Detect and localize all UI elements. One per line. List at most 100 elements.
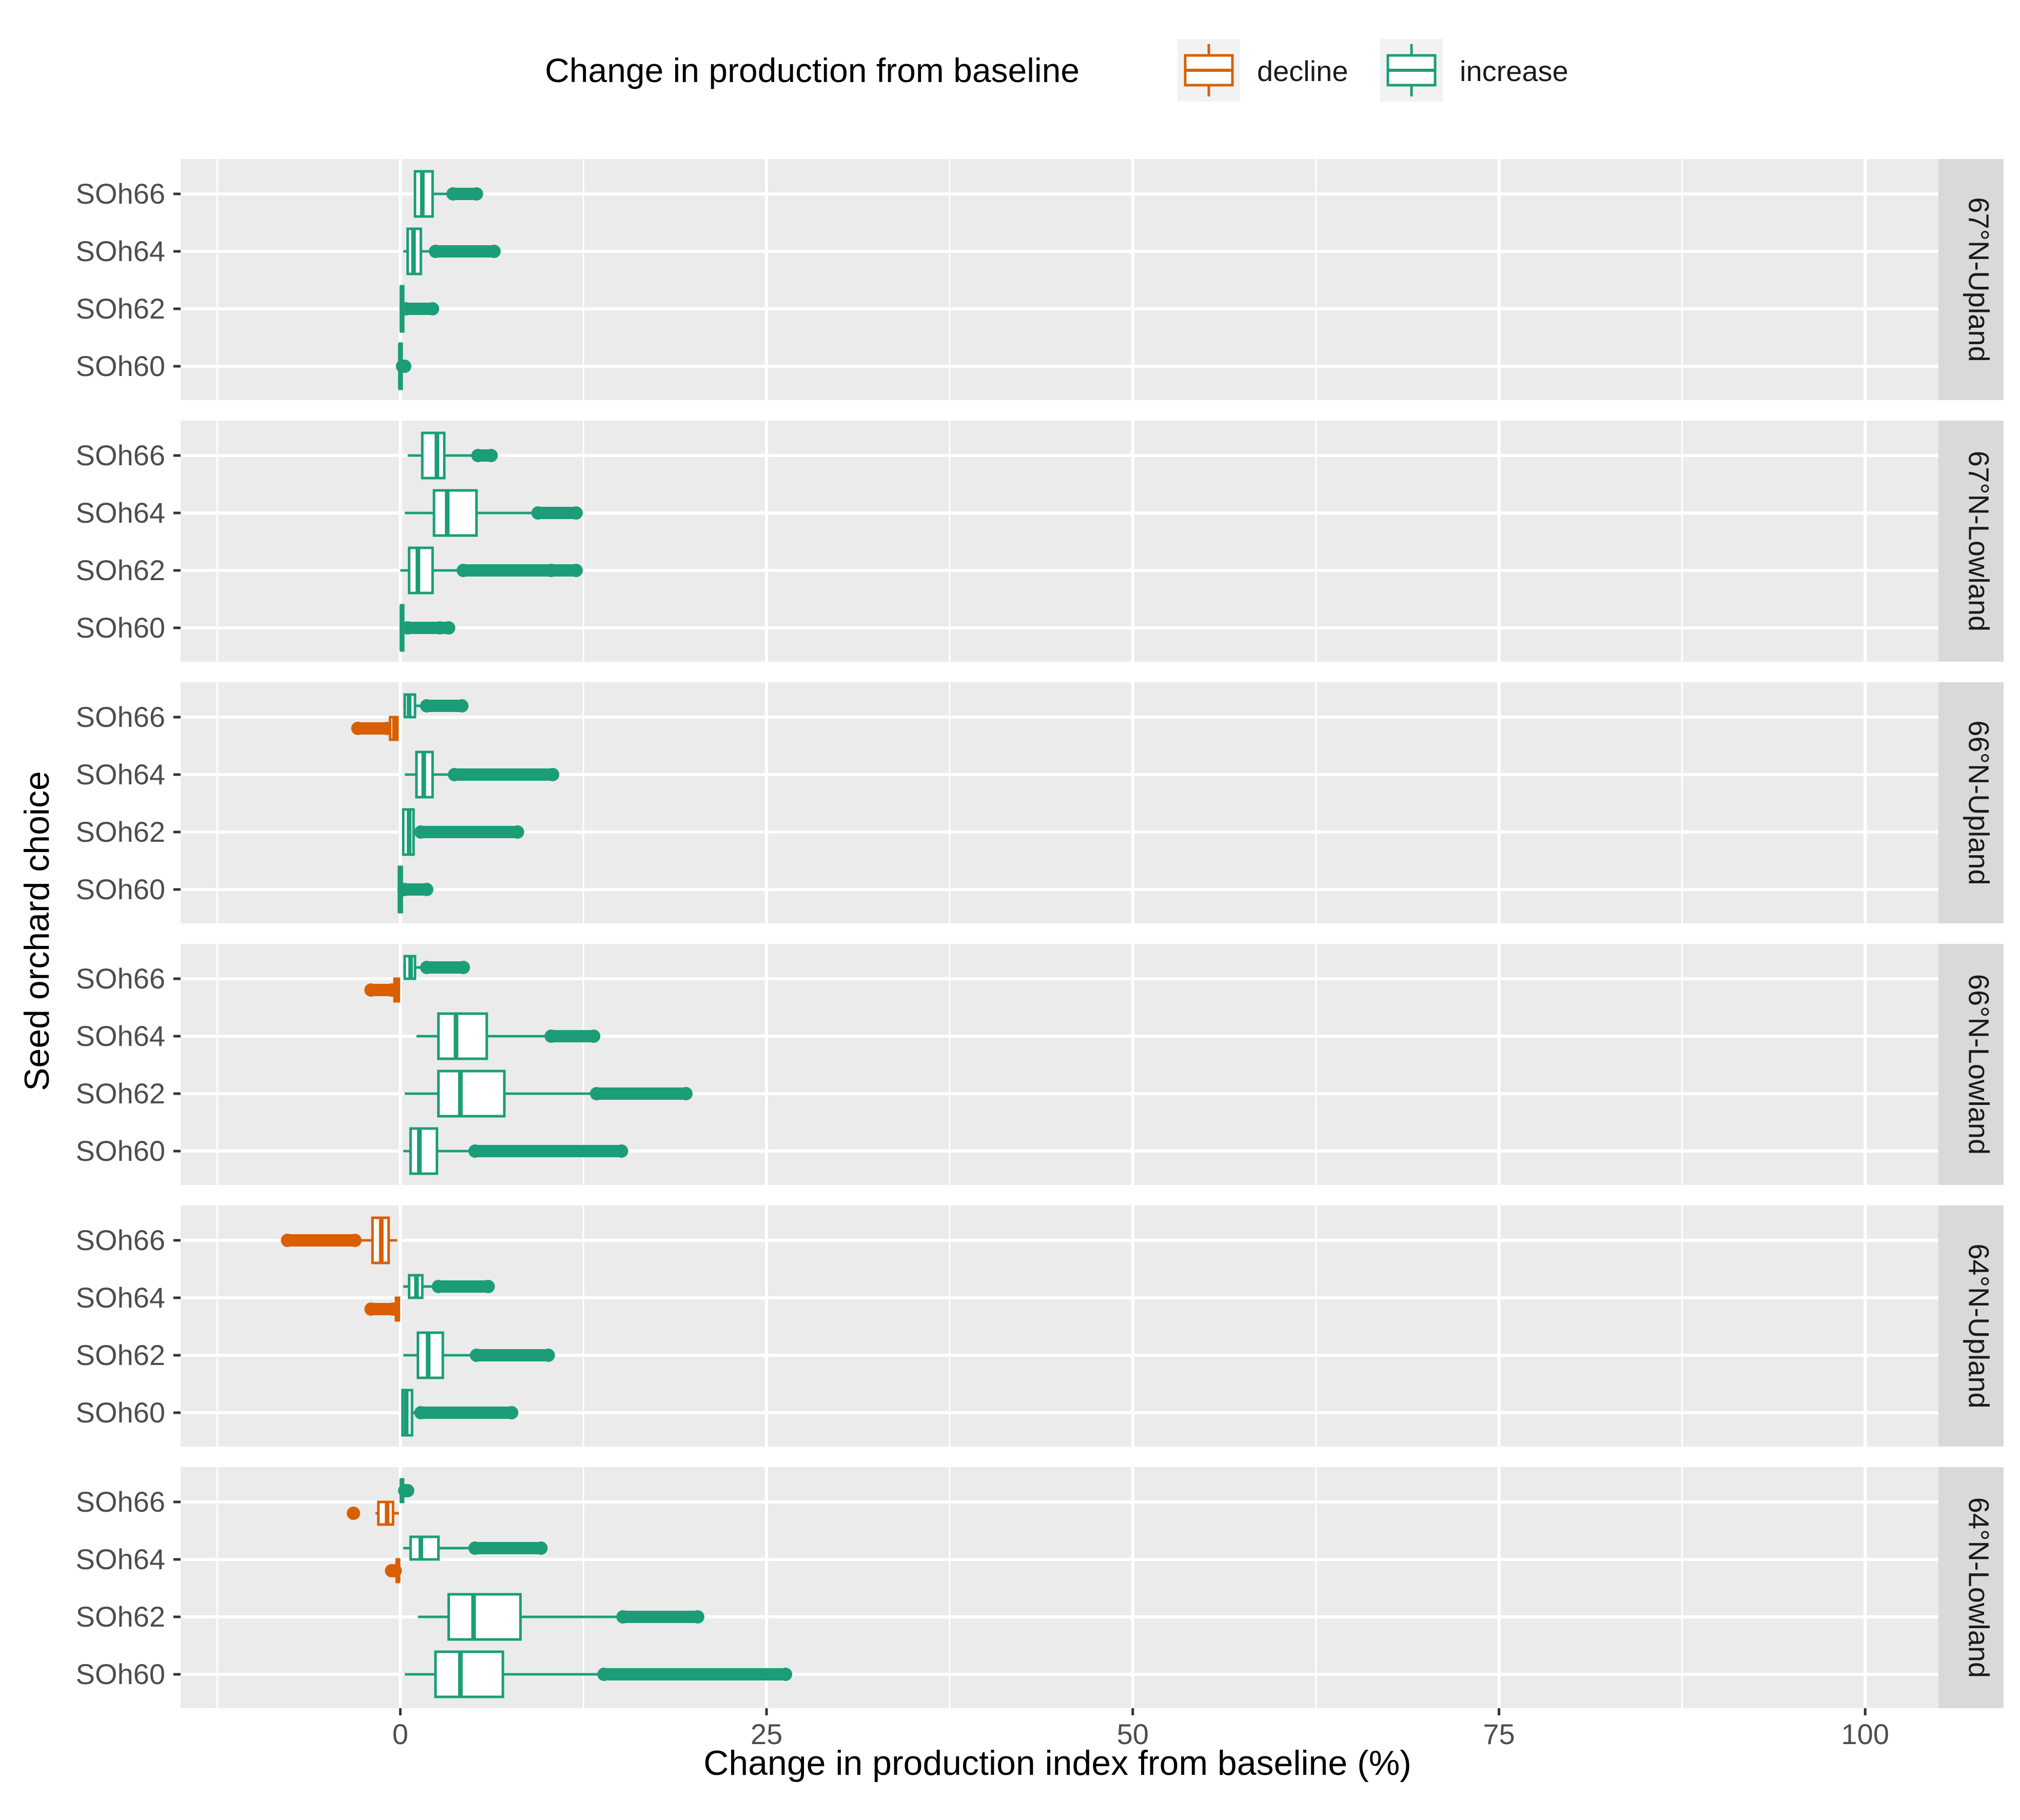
outlier-point (420, 883, 434, 896)
iqr-box (437, 1070, 506, 1118)
y-tick-label: SOh66 (76, 177, 165, 210)
y-tick-label: SOh60 (76, 350, 165, 382)
box-increase (414, 170, 483, 218)
outlier-point (484, 449, 498, 462)
outlier-point (505, 1406, 519, 1419)
facet-strip-label: 66°N-Upland (1963, 720, 1995, 885)
y-tick-label: SOh64 (76, 235, 165, 267)
facet-panels: SOh66SOh64SOh62SOh6067°N-UplandSOh66SOh6… (76, 159, 2004, 1708)
outlier-point (420, 699, 434, 713)
box-decline (364, 1296, 400, 1322)
box-decline (385, 1558, 402, 1584)
outlier-point (615, 1144, 629, 1158)
facet-strip-label: 64°N-Lowland (1963, 1497, 1995, 1678)
outlier-point (469, 1349, 483, 1362)
box-increase (404, 1650, 793, 1698)
facet-panel: SOh66 SOh64 SOh62 SOh60 66°N-Upland (76, 682, 2004, 923)
x-tick-label: 75 (1483, 1718, 1515, 1750)
box-increase (400, 546, 583, 595)
y-tick-label: SOh64 (76, 1543, 165, 1575)
iqr-box (407, 546, 434, 595)
iqr-box (433, 489, 478, 537)
y-tick-label: SOh64 (76, 497, 165, 529)
iqr-box (421, 431, 446, 480)
facet-panel: SOh66 SOh64 SOh62 SOh60 64°N-Upland (76, 1205, 2004, 1447)
box-increase (399, 604, 456, 652)
x-tick-label: 0 (393, 1718, 408, 1750)
facet-strip (1938, 159, 2004, 400)
outlier-point (679, 1087, 693, 1100)
facet-strip-label: 67°N-Upland (1963, 197, 1995, 362)
outlier-point (457, 961, 470, 974)
iqr-box (409, 1535, 440, 1561)
y-tick-label: SOh62 (76, 292, 165, 325)
facet-strip (1938, 1467, 2004, 1708)
outlier-point (616, 1610, 630, 1624)
outlier-point (597, 1668, 611, 1681)
box-increase (404, 750, 560, 799)
box-decline (281, 1216, 398, 1264)
facet-strip-label: 66°N-Lowland (1963, 974, 1995, 1155)
facet-panel: SOh66 SOh64 SOh62 SOh60 67°N-Upland (76, 159, 2004, 400)
facet-strip (1938, 944, 2004, 1185)
outlier-point (587, 1030, 601, 1043)
box-increase (396, 342, 411, 390)
y-tick-label: SOh66 (76, 701, 165, 733)
x-tick-label: 50 (1117, 1718, 1149, 1750)
outlier-point (511, 825, 524, 839)
panel-background (181, 421, 1938, 662)
outlier-point (691, 1610, 704, 1624)
outlier-point (487, 245, 501, 258)
outlier-point (779, 1668, 793, 1681)
y-tick-label: SOh60 (76, 1396, 165, 1429)
y-tick-label: SOh60 (76, 1135, 165, 1167)
outlier-point (546, 768, 560, 781)
legend: Change in production from baseline declin… (545, 39, 1568, 102)
outlier-point (469, 187, 483, 201)
box-increase (402, 808, 524, 856)
outlier-point (447, 768, 461, 781)
outlier-point (534, 1541, 548, 1555)
facet-strip-label: 64°N-Upland (1963, 1243, 1995, 1408)
y-tick-label: SOh62 (76, 554, 165, 586)
box-increase (407, 431, 498, 480)
box-increase (403, 1127, 629, 1175)
outlier-point (468, 1144, 482, 1158)
facet-panel: SOh66 SOh64 SOh62 SOh60 67°N-Lowland (76, 421, 2004, 662)
outlier-point (446, 187, 460, 201)
outlier-point (364, 983, 378, 997)
box-decline (364, 977, 400, 1003)
box-increase (397, 865, 434, 914)
outlier-point (455, 699, 469, 713)
y-tick-label: SOh66 (76, 1486, 165, 1518)
x-tick-label: 100 (1841, 1718, 1889, 1750)
outlier-point (471, 449, 485, 462)
y-tick-label: SOh66 (76, 962, 165, 995)
y-tick-label: SOh62 (76, 1600, 165, 1633)
outlier-point (569, 564, 583, 577)
box-increase (399, 285, 440, 333)
facet-strip-label: 67°N-Lowland (1963, 451, 1995, 631)
panel-background (181, 682, 1938, 923)
y-tick-label: SOh62 (76, 1339, 165, 1371)
panel-background (181, 1205, 1938, 1447)
box-increase (403, 1535, 548, 1561)
box-increase (403, 693, 469, 719)
y-tick-label: SOh64 (76, 1020, 165, 1052)
facet-strip (1938, 1205, 2004, 1447)
y-tick-label: SOh66 (76, 1224, 165, 1256)
outlier-point (346, 1507, 360, 1520)
outlier-point (426, 302, 440, 315)
box-decline (351, 716, 399, 741)
box-increase (403, 955, 470, 980)
outlier-point (541, 1349, 555, 1362)
outlier-point (364, 1302, 378, 1316)
y-tick-label: SOh60 (76, 611, 165, 644)
outlier-point (590, 1087, 603, 1100)
legend-key-increase (1380, 39, 1443, 102)
box-increase (403, 1274, 495, 1299)
outlier-point (414, 1406, 428, 1419)
outlier-point (351, 722, 365, 735)
outlier-point (348, 1234, 362, 1247)
